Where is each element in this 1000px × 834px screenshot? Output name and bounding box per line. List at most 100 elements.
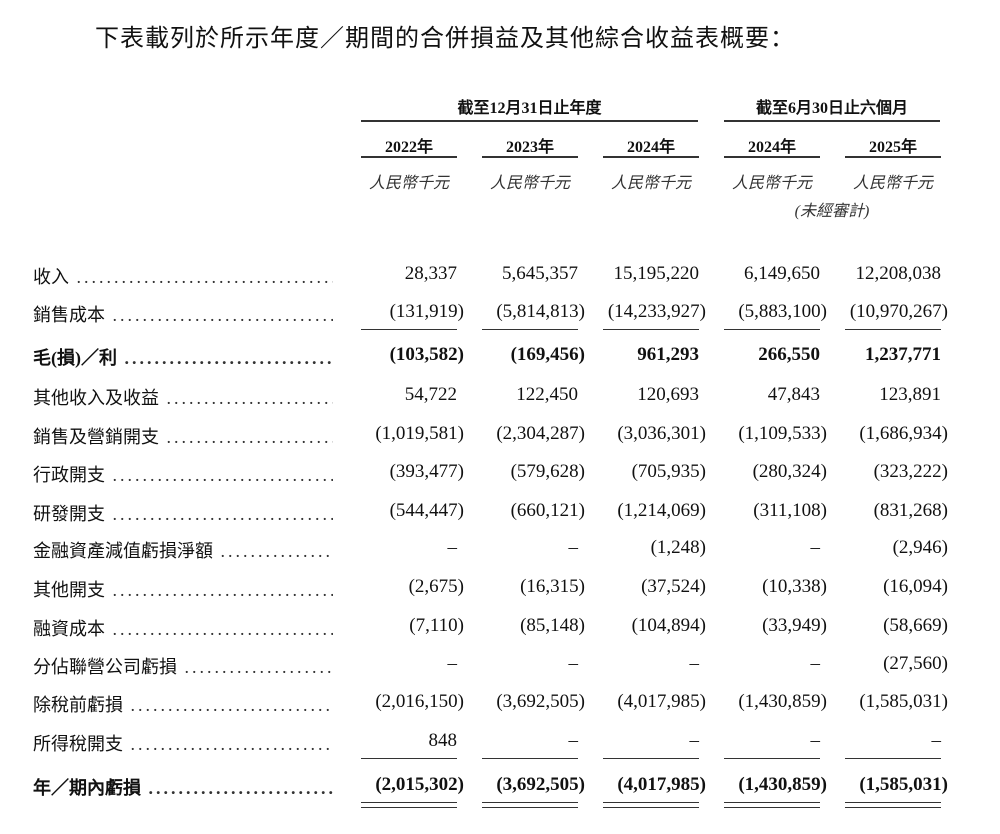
cell-value: 266,550 xyxy=(758,344,820,365)
cell-value: (37,524) xyxy=(641,576,706,597)
row-label: 行政開支 ...................................… xyxy=(33,465,333,485)
table-row: 行政開支 ...................................… xyxy=(0,461,1000,491)
subtotal-rule xyxy=(603,758,699,760)
cell-value: (579,628) xyxy=(510,461,585,482)
column-year: 2024年 xyxy=(747,139,796,156)
cell-value: (169,456) xyxy=(510,344,585,365)
cell-value: (4,017,985) xyxy=(617,774,706,795)
row-label: 毛(損)／利 .................................… xyxy=(33,348,333,368)
row-label: 其他開支 ...................................… xyxy=(33,580,333,600)
cell-value: (1,019,581) xyxy=(375,423,464,444)
subtotal-rule xyxy=(724,758,820,760)
cell-value: – xyxy=(689,653,700,674)
year-rule xyxy=(361,156,457,158)
total-double-rule xyxy=(724,807,820,809)
cell-value: 1,237,771 xyxy=(865,344,941,365)
total-double-rule xyxy=(845,807,941,809)
subtotal-rule xyxy=(482,329,578,331)
table-row: 所得稅開支 ..................................… xyxy=(0,730,1000,760)
cell-value: (1,585,031) xyxy=(859,691,948,712)
cell-value: (14,233,927) xyxy=(607,301,706,322)
cell-value: (2,304,287) xyxy=(496,423,585,444)
table-row: 年／期內虧損 .................................… xyxy=(0,774,1000,804)
column-unit: 人民幣千元 xyxy=(852,175,933,192)
cell-value: (323,222) xyxy=(873,461,948,482)
cell-value: 28,337 xyxy=(404,263,457,284)
table-row: 銷售及營銷開支 ................................… xyxy=(0,423,1000,453)
cell-value: (3,692,505) xyxy=(496,691,585,712)
table-row: 分佔聯營公司虧損 ...............................… xyxy=(0,653,1000,683)
cell-value: 848 xyxy=(428,730,458,751)
cell-value: (311,108) xyxy=(753,500,827,521)
subtotal-rule xyxy=(845,758,941,760)
cell-value: (10,338) xyxy=(762,576,827,597)
table-row: 其他收入及收益 ................................… xyxy=(0,384,1000,414)
row-label: 除稅前虧損 ..................................… xyxy=(33,695,333,715)
total-double-rule xyxy=(603,802,699,804)
year-rule xyxy=(603,156,699,158)
cell-value: (705,935) xyxy=(631,461,706,482)
cell-value: – xyxy=(447,537,458,558)
total-double-rule xyxy=(845,802,941,804)
column-unit: 人民幣千元 xyxy=(489,175,570,192)
total-double-rule xyxy=(482,802,578,804)
table-row: 其他開支 ...................................… xyxy=(0,576,1000,606)
cell-value: 6,149,650 xyxy=(744,263,820,284)
total-double-rule xyxy=(603,807,699,809)
cell-value: (1,248) xyxy=(650,537,706,558)
cell-value: (660,121) xyxy=(510,500,585,521)
unaudited-note: (未經審計) xyxy=(794,203,870,220)
cell-value: – xyxy=(689,730,700,751)
cell-value: (544,447) xyxy=(389,500,464,521)
row-label: 融資成本 ...................................… xyxy=(33,619,333,639)
column-year: 2023年 xyxy=(505,139,554,156)
column-unit: 人民幣千元 xyxy=(368,175,449,192)
cell-value: (831,268) xyxy=(873,500,948,521)
cell-value: (393,477) xyxy=(389,461,464,482)
header-group-interim: 截至6月30日止六個月 xyxy=(755,100,908,117)
cell-value: – xyxy=(568,730,579,751)
total-double-rule xyxy=(361,807,457,809)
row-label: 其他收入及收益 ................................… xyxy=(33,388,333,408)
year-rule xyxy=(845,156,941,158)
cell-value: (10,970,267) xyxy=(849,301,948,322)
cell-value: (27,560) xyxy=(883,653,948,674)
table-row: 研發開支 ...................................… xyxy=(0,500,1000,530)
table-row: 銷售成本 ...................................… xyxy=(0,301,1000,331)
cell-value: (104,894) xyxy=(631,615,706,636)
cell-value: 961,293 xyxy=(637,344,699,365)
header-rule xyxy=(361,120,698,122)
table-row: 毛(損)／利 .................................… xyxy=(0,344,1000,374)
cell-value: (33,949) xyxy=(762,615,827,636)
row-label: 銷售及營銷開支 ................................… xyxy=(33,427,333,447)
cell-value: (16,094) xyxy=(883,576,948,597)
column-unit: 人民幣千元 xyxy=(610,175,691,192)
subtotal-rule xyxy=(845,329,941,331)
cell-value: (1,585,031) xyxy=(859,774,948,795)
row-label: 銷售成本 ...................................… xyxy=(33,305,333,325)
cell-value: (7,110) xyxy=(409,615,464,636)
cell-value: 120,693 xyxy=(637,384,699,405)
cell-value: – xyxy=(810,653,821,674)
cell-value: – xyxy=(568,537,579,558)
row-label: 年／期內虧損 .................................… xyxy=(33,778,333,798)
cell-value: (5,814,813) xyxy=(496,301,585,322)
cell-value: (1,686,934) xyxy=(859,423,948,444)
row-label: 所得稅開支 ..................................… xyxy=(33,734,333,754)
cell-value: – xyxy=(447,653,458,674)
row-label: 收入 .....................................… xyxy=(33,267,333,287)
cell-value: (2,946) xyxy=(892,537,948,558)
cell-value: – xyxy=(810,730,821,751)
total-double-rule xyxy=(361,802,457,804)
total-double-rule xyxy=(482,807,578,809)
cell-value: (2,675) xyxy=(408,576,464,597)
header-group-annual: 截至12月31日止年度 xyxy=(457,100,602,117)
cell-value: (16,315) xyxy=(520,576,585,597)
cell-value: 12,208,038 xyxy=(855,263,942,284)
cell-value: (4,017,985) xyxy=(617,691,706,712)
cell-value: (1,430,859) xyxy=(738,774,827,795)
table-row: 除稅前虧損 ..................................… xyxy=(0,691,1000,721)
table-row: 融資成本 ...................................… xyxy=(0,615,1000,645)
cell-value: (3,692,505) xyxy=(496,774,585,795)
